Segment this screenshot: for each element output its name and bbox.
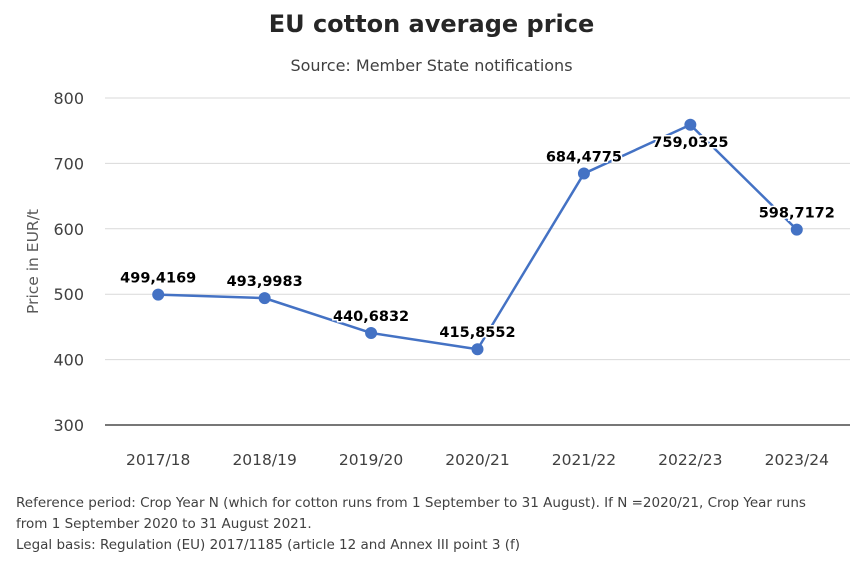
y-tick-label: 600 [53,220,84,239]
chart-subtitle: Source: Member State notifications [290,56,573,75]
data-label: 499,4169 [120,271,196,287]
data-label: 415,8552 [439,325,515,341]
data-label: 440,6832 [333,309,409,325]
legal-basis-note: Legal basis: Regulation (EU) 2017/1185 (… [16,537,521,553]
reference-period-note-continued: from 1 September 2020 to 31 August 2021. [16,516,312,532]
data-point [258,292,271,305]
data-point [471,343,484,356]
y-tick-label: 800 [53,89,84,108]
y-tick-label: 700 [53,154,84,173]
y-tick-label: 500 [53,285,84,304]
chart-title: EU cotton average price [268,10,595,38]
x-tick-label: 2020/21 [445,451,509,469]
y-tick-label: 400 [53,351,84,370]
data-point [152,288,165,301]
y-tick-label: 300 [53,416,84,435]
x-tick-label: 2023/24 [765,451,829,469]
data-point [684,118,697,131]
y-axis-title: Price in EUR/t [24,209,42,314]
x-tick-label: 2019/20 [339,451,403,469]
reference-period-note: Reference period: Crop Year N (which for… [16,495,806,511]
data-label: 598,7172 [759,206,835,222]
data-point [577,167,590,180]
data-point [790,223,803,236]
data-label: 684,4775 [546,150,622,166]
x-tick-label: 2017/18 [126,451,190,469]
data-label: 493,9983 [227,274,303,290]
series-line [158,123,798,351]
x-tick-label: 2021/22 [552,451,616,469]
data-point [365,326,378,339]
x-tick-label: 2018/19 [232,451,296,469]
x-tick-label: 2022/23 [658,451,722,469]
data-label: 759,0325 [652,135,728,151]
